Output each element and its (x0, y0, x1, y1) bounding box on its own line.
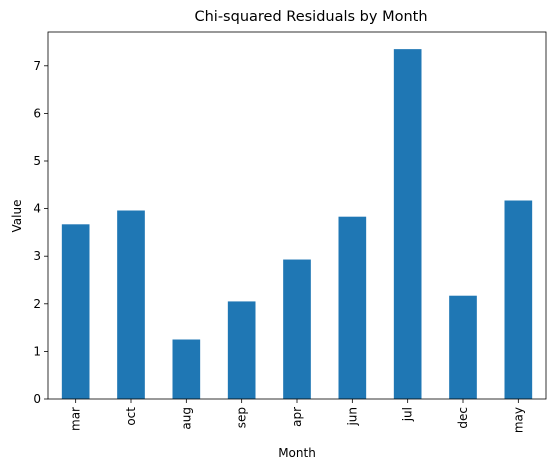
y-tick-label: 2 (33, 297, 41, 311)
bar-apr (283, 259, 311, 399)
y-tick-label: 5 (33, 154, 41, 168)
y-tick-label: 3 (33, 249, 41, 263)
chart-title: Chi-squared Residuals by Month (194, 9, 427, 25)
bar-mar (61, 224, 90, 399)
y-tick-label: 7 (33, 59, 41, 73)
y-axis-label: Value (10, 200, 24, 233)
y-tick-label: 0 (33, 392, 41, 406)
bar-jun (338, 216, 367, 399)
y-tick-label: 1 (33, 344, 41, 358)
x-tick-label: aug (179, 407, 193, 430)
x-tick-label: jun (345, 407, 359, 427)
x-tick-label: may (511, 407, 525, 433)
y-tick-label: 6 (33, 106, 41, 120)
bar-oct (117, 210, 145, 399)
bar-dec (449, 295, 477, 399)
bar-jul (393, 49, 422, 399)
x-axis-label: Month (278, 446, 316, 460)
axes-frame (47, 31, 547, 400)
x-tick-label: oct (124, 407, 138, 426)
x-tick-label: sep (235, 407, 249, 428)
plot-area: 0 1 2 3 4 5 6 7 mar oct aug sep apr jun jul dec may (33, 31, 547, 433)
bar-sep (227, 301, 256, 399)
x-tick-label: dec (456, 407, 470, 429)
bar-may (504, 200, 533, 399)
x-tick-label: apr (290, 407, 304, 427)
x-tick-label: mar (69, 407, 83, 431)
x-tick-label: jul (401, 407, 415, 422)
y-tick-label: 4 (33, 202, 41, 216)
bar-aug (172, 339, 201, 399)
